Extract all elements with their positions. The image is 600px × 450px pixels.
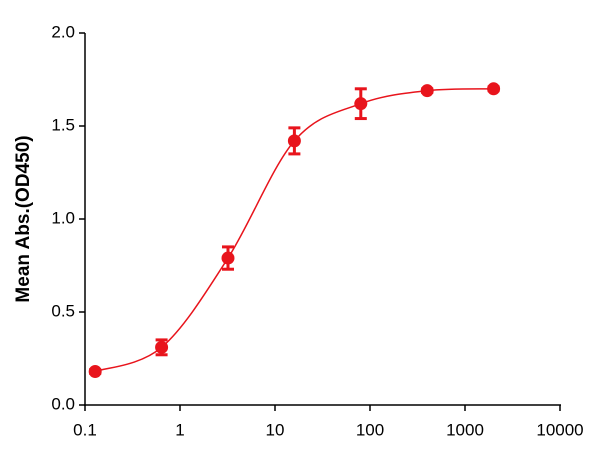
- y-tick-label: 0.5: [51, 301, 75, 320]
- point: [88, 365, 102, 379]
- x-tick-label: 10: [266, 420, 285, 439]
- y-axis-label: Mean Abs.(OD450): [13, 135, 34, 302]
- x-tick-label: 1000: [446, 420, 484, 439]
- point: [287, 134, 301, 148]
- point: [354, 97, 368, 111]
- x-tick-label: 10000: [536, 420, 583, 439]
- y-tick-label: 1.0: [51, 208, 75, 227]
- point: [221, 251, 235, 265]
- point: [487, 82, 501, 96]
- point: [420, 84, 434, 98]
- y-tick-label: 1.5: [51, 115, 75, 134]
- y-tick-label: 2.0: [51, 22, 75, 41]
- point: [155, 340, 169, 354]
- y-tick-label: 0.0: [51, 394, 75, 413]
- x-tick-label: 0.1: [73, 420, 97, 439]
- x-tick-label: 100: [356, 420, 384, 439]
- x-tick-label: 1: [175, 420, 184, 439]
